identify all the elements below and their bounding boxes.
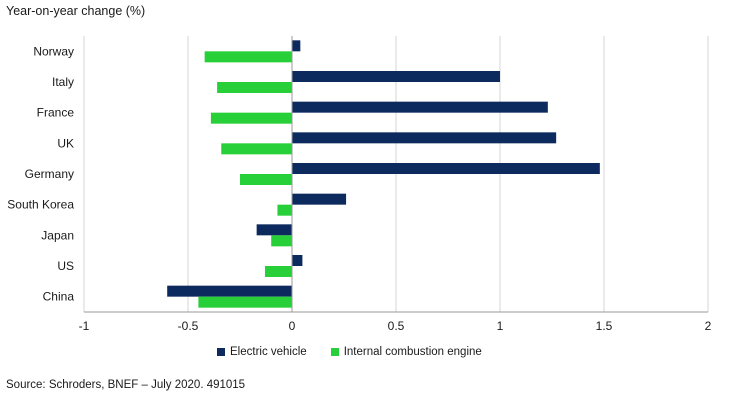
legend-label-ice: Internal combustion engine [343,346,482,358]
legend-swatch-ev [217,348,225,356]
legend-item-ev: Electric vehicle [217,346,307,358]
bar-electric-vehicle [292,101,548,113]
bar-electric-vehicle [292,163,600,174]
bar-internal-combustion-engine [198,296,292,308]
category-label: Germany [25,167,74,181]
bar-internal-combustion-engine [221,143,292,155]
category-label: Italy [52,75,74,89]
bar-electric-vehicle [292,40,301,52]
x-tick-label: 0 [289,319,296,333]
x-tick-label: 1.5 [596,319,613,333]
bar-electric-vehicle [292,71,500,82]
x-tick-label: -0.5 [178,319,199,333]
category-label: US [57,259,74,273]
legend: Electric vehicle Internal combustion eng… [217,346,506,358]
bar-internal-combustion-engine [204,51,292,63]
x-tick-label: -1 [79,319,90,333]
bar-internal-combustion-engine [277,204,292,216]
bar-internal-combustion-engine [240,174,292,185]
category-label: France [37,106,75,120]
bar-electric-vehicle [256,224,292,236]
category-label: Norway [33,44,74,58]
category-label: Japan [41,228,74,242]
legend-item-ice: Internal combustion engine [330,346,482,358]
bar-electric-vehicle [167,285,292,297]
bar-electric-vehicle [292,132,557,144]
bar-electric-vehicle [292,193,347,205]
bar-internal-combustion-engine [210,112,292,124]
bar-internal-combustion-engine [271,235,292,247]
category-label: China [43,290,75,304]
bar-internal-combustion-engine [217,82,292,93]
x-tick-label: 2 [705,319,712,333]
category-label: UK [57,136,74,150]
legend-label-ev: Electric vehicle [230,346,307,358]
bar-electric-vehicle [292,255,303,266]
legend-swatch-ice [330,348,339,356]
bar-internal-combustion-engine [264,266,292,277]
category-label: South Korea [7,198,74,212]
chart-title: Year-on-year change (%) [6,4,146,18]
x-tick-label: 1 [497,319,504,333]
x-tick-label: 0.5 [388,319,405,333]
source-note: Source: Schroders, BNEF – July 2020. 491… [6,379,246,391]
